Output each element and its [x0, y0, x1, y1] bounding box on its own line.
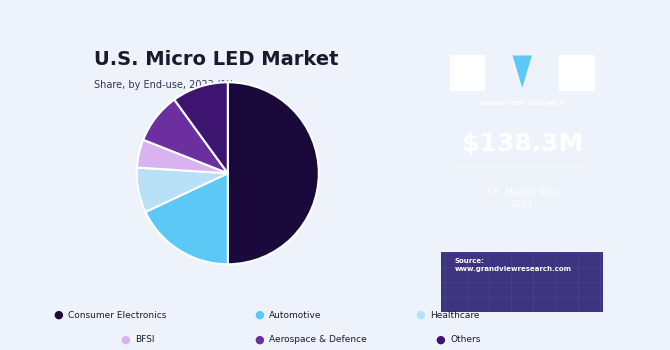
- Text: ●: ●: [255, 310, 265, 320]
- Wedge shape: [137, 168, 228, 212]
- Text: $138.3M: $138.3M: [462, 132, 583, 156]
- Text: ●: ●: [436, 335, 446, 344]
- FancyBboxPatch shape: [442, 252, 603, 312]
- Text: Consumer Electronics: Consumer Electronics: [68, 310, 167, 320]
- Wedge shape: [174, 82, 228, 173]
- FancyBboxPatch shape: [450, 56, 485, 91]
- Text: ●: ●: [121, 335, 131, 344]
- Text: U.S. Market Size,
2023: U.S. Market Size, 2023: [484, 188, 560, 209]
- FancyBboxPatch shape: [559, 56, 595, 91]
- Text: ●: ●: [255, 335, 265, 344]
- Text: U.S. Micro LED Market: U.S. Micro LED Market: [94, 50, 339, 69]
- Text: Others: Others: [450, 335, 480, 344]
- Text: ●: ●: [415, 310, 425, 320]
- Wedge shape: [143, 100, 228, 173]
- Wedge shape: [137, 140, 228, 173]
- Wedge shape: [228, 82, 319, 264]
- Text: Share, by End-use, 2023 (%): Share, by End-use, 2023 (%): [94, 80, 234, 90]
- Text: BFSI: BFSI: [135, 335, 155, 344]
- Polygon shape: [513, 56, 532, 88]
- Text: Source:
www.grandviewresearch.com: Source: www.grandviewresearch.com: [454, 258, 572, 272]
- Text: Healthcare: Healthcare: [430, 310, 480, 320]
- Text: Aerospace & Defence: Aerospace & Defence: [269, 335, 367, 344]
- Text: Automotive: Automotive: [269, 310, 322, 320]
- Wedge shape: [145, 173, 228, 264]
- Text: GRAND VIEW RESEARCH: GRAND VIEW RESEARCH: [480, 101, 565, 106]
- Text: ●: ●: [54, 310, 64, 320]
